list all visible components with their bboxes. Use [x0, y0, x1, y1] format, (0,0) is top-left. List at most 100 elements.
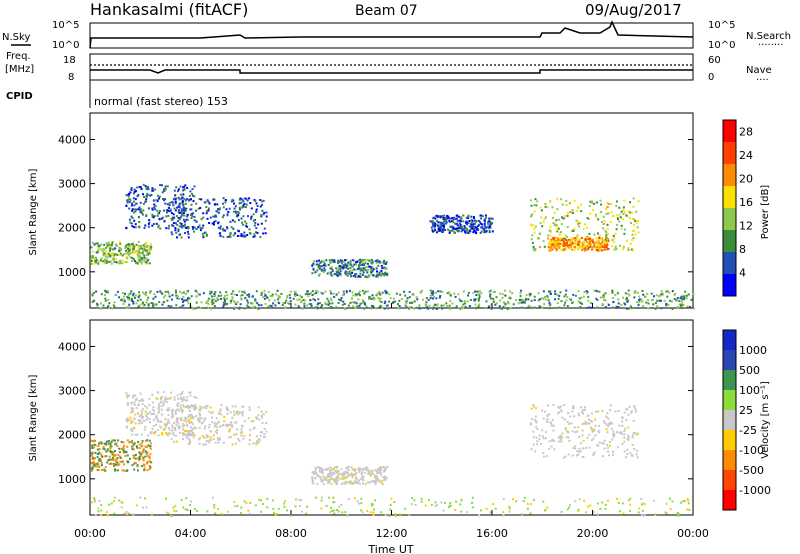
- power-cell: [200, 301, 203, 304]
- power-colorbar-swatch: [723, 230, 736, 252]
- power-cell: [646, 292, 649, 295]
- velocity-colorbar-tick: 500: [739, 364, 760, 377]
- velocity-cell: [170, 391, 173, 394]
- power-cell: [363, 302, 366, 305]
- power-cell: [630, 222, 633, 224]
- power-cell: [210, 307, 213, 310]
- power-cell: [439, 223, 442, 226]
- power-cell: [142, 213, 144, 216]
- velocity-cell: [312, 482, 315, 485]
- power-cell: [436, 216, 439, 219]
- power-cell: [132, 300, 135, 303]
- power-cell: [207, 302, 210, 305]
- power-cell: [175, 215, 178, 218]
- velocity-cell: [585, 422, 588, 425]
- power-cell: [611, 296, 614, 299]
- velocity-cell: [346, 466, 349, 469]
- power-cell: [182, 299, 185, 302]
- velocity-cell: [152, 431, 155, 434]
- power-cell: [126, 257, 129, 260]
- power-cell: [318, 273, 321, 276]
- power-cell: [167, 292, 170, 295]
- power-colorbar-tick: 16: [739, 196, 753, 209]
- power-cell: [599, 246, 602, 249]
- power-cell: [263, 293, 266, 295]
- power-cell: [234, 232, 237, 235]
- power-cell: [435, 219, 438, 222]
- velocity-cell: [229, 435, 232, 438]
- velocity-cell: [621, 416, 624, 419]
- power-cell: [122, 295, 125, 298]
- power-cell: [214, 300, 217, 303]
- velocity-cell: [165, 422, 168, 425]
- power-cell: [272, 302, 275, 305]
- velocity-cell: [182, 396, 185, 399]
- power-cell: [310, 291, 313, 294]
- power-cell: [470, 225, 473, 228]
- power-cell: [433, 226, 436, 229]
- power-cell: [336, 269, 339, 272]
- power-cell: [349, 262, 352, 265]
- power-cell: [345, 291, 348, 294]
- power-cell: [234, 306, 237, 309]
- power-cell: [534, 198, 537, 201]
- power-cell: [408, 291, 411, 293]
- power-cell: [604, 238, 607, 241]
- velocity-cell: [122, 446, 125, 449]
- power-cell: [561, 239, 564, 242]
- velocity-cell: [568, 506, 571, 509]
- power-cell: [245, 197, 248, 200]
- power-cell: [548, 244, 551, 247]
- power-cell: [459, 216, 462, 219]
- velocity-cell: [121, 469, 124, 472]
- velocity-cell: [97, 507, 100, 510]
- power-cell: [638, 299, 641, 301]
- power-cell: [379, 293, 382, 296]
- power-cell: [544, 205, 547, 208]
- velocity-cell: [209, 430, 212, 433]
- power-cell: [185, 207, 188, 210]
- power-cell: [384, 291, 387, 294]
- velocity-cell: [616, 497, 618, 500]
- velocity-cell: [101, 469, 103, 472]
- power-cell: [366, 262, 369, 265]
- power-cell: [353, 263, 356, 266]
- power-cell: [339, 272, 342, 275]
- power-cell: [604, 230, 607, 233]
- velocity-cell: [131, 396, 134, 399]
- power-cell: [232, 234, 235, 237]
- velocity-cell: [640, 513, 643, 516]
- velocity-cell: [189, 394, 192, 397]
- power-cell: [131, 246, 134, 249]
- velocity-cell: [114, 443, 117, 445]
- power-cell: [330, 292, 333, 295]
- power-cell: [564, 301, 567, 304]
- velocity-cell: [665, 502, 668, 505]
- velocity-cell: [544, 437, 547, 440]
- power-cell: [352, 274, 355, 277]
- power-cell: [484, 307, 487, 310]
- velocity-cell: [589, 504, 592, 507]
- power-cell: [150, 246, 153, 249]
- power-cell: [353, 268, 355, 271]
- velocity-cell: [257, 406, 260, 409]
- power-cell: [331, 302, 334, 305]
- velocity-cell: [408, 513, 411, 516]
- power-cell: [589, 200, 592, 203]
- velocity-cell: [471, 506, 474, 509]
- power-cell: [604, 299, 607, 302]
- velocity-cell: [189, 504, 192, 506]
- velocity-cell: [430, 503, 433, 506]
- power-cell: [240, 217, 243, 220]
- velocity-cell: [148, 411, 151, 414]
- power-cell: [689, 306, 692, 308]
- power-cell: [349, 269, 352, 272]
- power-cell: [381, 265, 384, 268]
- power-cell: [132, 249, 135, 252]
- power-cell: [174, 200, 177, 203]
- power-cell: [213, 198, 216, 201]
- velocity-cell: [193, 408, 196, 410]
- velocity-cell: [181, 411, 183, 414]
- velocity-cell: [105, 455, 108, 458]
- power-cell: [113, 301, 116, 304]
